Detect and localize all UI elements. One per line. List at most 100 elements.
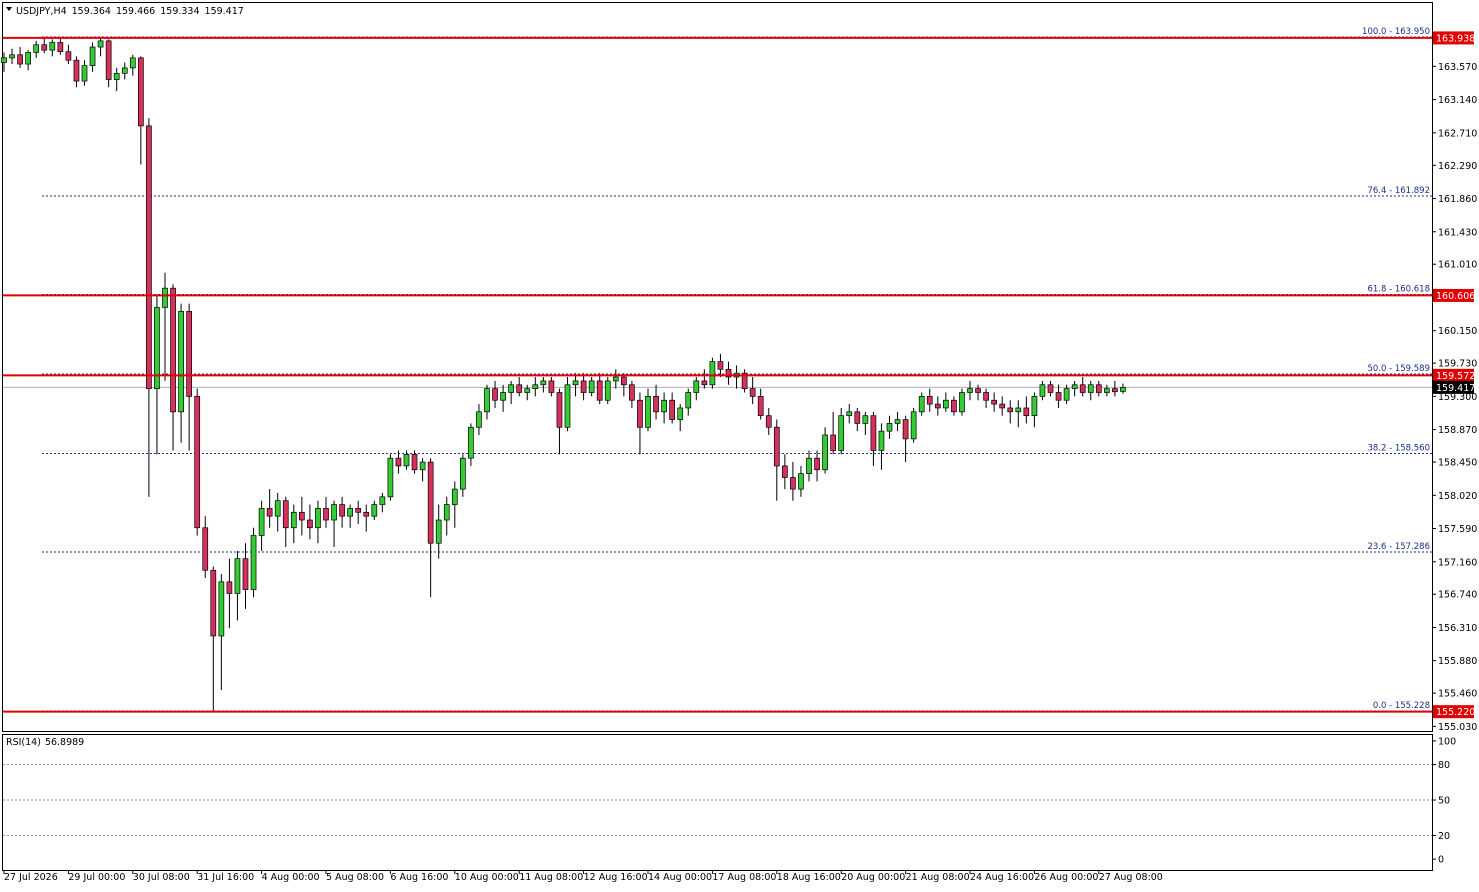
y-tick-label: 163.140 <box>1438 95 1477 106</box>
candle-body <box>65 51 72 61</box>
candle-body <box>347 508 353 517</box>
candle-body <box>967 388 973 393</box>
x-tick-label: 27 Aug 08:00 <box>1099 872 1163 883</box>
candle-body <box>878 430 885 451</box>
x-tick-label: 4 Aug 00:00 <box>262 872 320 883</box>
header-value: 159.417 <box>205 6 244 17</box>
candle-body <box>637 399 643 428</box>
candle-body <box>435 519 442 544</box>
candle-body <box>765 415 772 428</box>
candle-body <box>476 411 482 428</box>
price-tag-label: 159.417 <box>1436 383 1475 394</box>
y-tick-label: 156.740 <box>1438 590 1477 601</box>
menu-icon[interactable] <box>6 7 12 11</box>
candle-body <box>1071 384 1078 389</box>
candle-body <box>806 457 812 474</box>
candle-body <box>1120 386 1126 392</box>
candle-body <box>1079 384 1086 393</box>
candle-body <box>468 426 474 459</box>
candle-body <box>89 46 96 66</box>
level-tag <box>1433 705 1474 719</box>
fib-label: 0.0 - 155.228 <box>1373 701 1430 711</box>
candle-body <box>1112 388 1118 393</box>
rsi-y-tick-label: 100 <box>1438 736 1456 747</box>
candle-body <box>403 453 410 467</box>
y-tick-label: 155.030 <box>1438 722 1477 733</box>
candle-body <box>162 287 168 308</box>
candle-body <box>975 388 981 393</box>
chart-header: USDJPY,H4 159.364 159.466 159.334 159.417 <box>16 6 244 17</box>
level-tag-label: 159.572 <box>1436 371 1475 382</box>
candle-body <box>234 558 241 594</box>
candle-body <box>395 457 402 467</box>
candle-body <box>258 508 265 536</box>
candle-body <box>773 426 780 467</box>
candle-body <box>516 384 523 393</box>
candle-body <box>41 44 48 51</box>
candle-body <box>121 67 128 74</box>
y-tick-label: 155.460 <box>1438 689 1477 700</box>
candle-body <box>299 511 305 521</box>
candle-body <box>129 57 136 69</box>
candle-body <box>451 488 458 505</box>
candle-body <box>1103 388 1110 393</box>
y-tick-label: 162.710 <box>1438 128 1477 139</box>
candle-body <box>226 581 233 594</box>
candle-body <box>202 527 209 571</box>
candle-body <box>25 52 31 65</box>
candle-body <box>1095 384 1102 393</box>
candle-body <box>717 361 724 370</box>
y-tick-label: 159.300 <box>1438 392 1477 403</box>
y-tick-label: 155.880 <box>1438 656 1477 667</box>
candle-body <box>951 399 957 413</box>
candle-body <box>749 388 756 397</box>
candle-body <box>379 496 386 505</box>
candle-body <box>178 311 184 413</box>
candle-body <box>154 307 160 389</box>
candle-body <box>427 461 434 544</box>
candle-body <box>934 403 941 409</box>
y-tick-label: 156.310 <box>1438 623 1477 634</box>
candle-body <box>870 415 877 451</box>
candle-body <box>1 57 7 63</box>
candle-body <box>709 361 716 386</box>
candle-body <box>524 388 531 393</box>
candle-body <box>532 384 539 389</box>
level-tag-label: 155.220 <box>1436 707 1475 718</box>
fib-label: 50.0 - 159.589 <box>1367 364 1430 374</box>
candle-body <box>1023 407 1030 417</box>
candle-body <box>854 411 861 424</box>
candle-body <box>113 72 120 80</box>
candle-body <box>1087 384 1094 393</box>
y-tick-label: 162.290 <box>1438 161 1477 172</box>
candle-body <box>73 59 80 82</box>
price-tag <box>1433 380 1474 394</box>
candle-body <box>1055 392 1062 401</box>
candle-body <box>838 415 845 451</box>
candle-body <box>331 504 337 521</box>
x-tick-label: 10 Aug 00:00 <box>455 872 519 883</box>
y-tick-label: 158.020 <box>1438 491 1477 502</box>
candle-body <box>57 42 64 53</box>
candle-body <box>612 376 619 382</box>
candle-body <box>580 380 587 393</box>
candle-body <box>81 65 88 82</box>
candle-body <box>556 392 563 428</box>
fib-label: 23.6 - 157.286 <box>1367 542 1430 552</box>
candle-body <box>629 384 635 401</box>
candle-body <box>693 380 700 393</box>
candle-body <box>959 392 965 413</box>
candle-body <box>315 508 321 529</box>
candle-body <box>685 392 692 409</box>
x-tick-label: 24 Aug 16:00 <box>970 872 1034 883</box>
candle-body <box>33 44 40 53</box>
rsi-y-tick-label: 20 <box>1438 831 1450 842</box>
candle-body <box>926 396 933 405</box>
y-tick-label: 163.570 <box>1438 62 1477 73</box>
x-tick-label: 12 Aug 16:00 <box>584 872 648 883</box>
candle-body <box>620 376 627 386</box>
candle-body <box>757 396 764 417</box>
candle-body <box>846 411 853 417</box>
candle-body <box>918 396 925 413</box>
